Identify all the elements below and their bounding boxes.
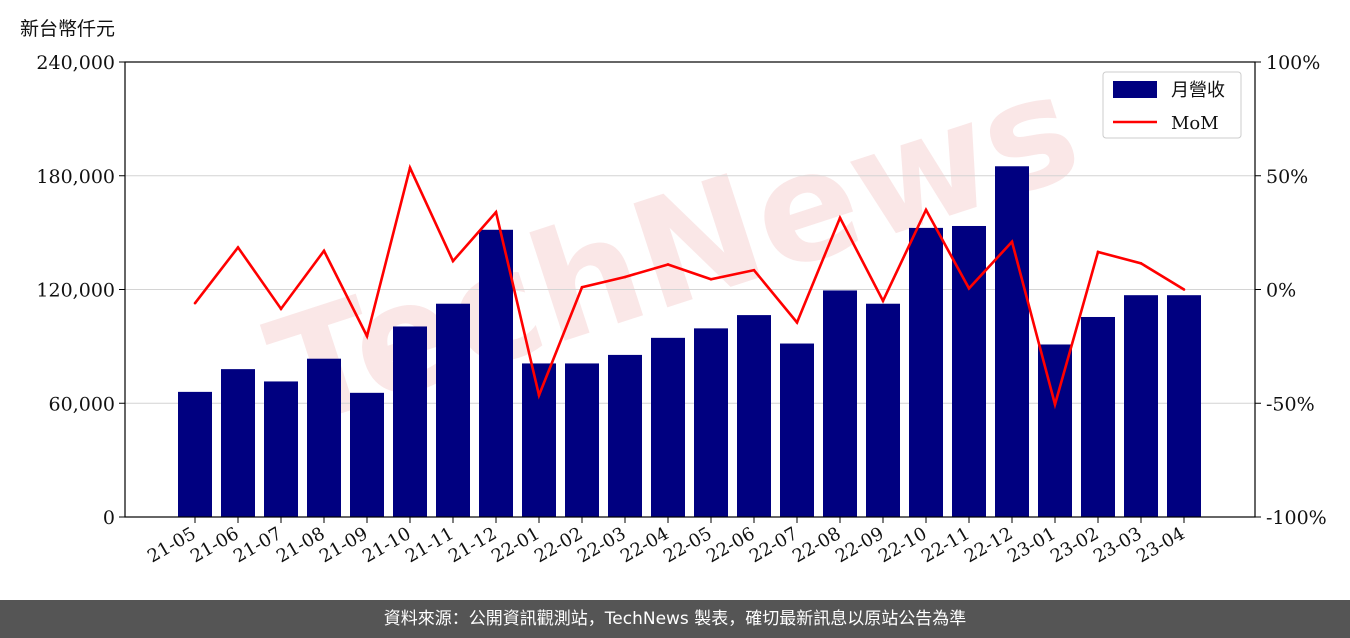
- bar-22-08: [823, 290, 857, 517]
- x-tick-label: 22-06: [703, 523, 758, 567]
- bar-21-05: [178, 391, 212, 517]
- x-tick-label: 21-09: [316, 523, 371, 567]
- legend-bar-label: 月營收: [1171, 80, 1225, 101]
- x-tick-label: 22-04: [617, 523, 672, 567]
- x-tick-label: 22-02: [531, 523, 586, 567]
- x-tick-label: 22-12: [961, 523, 1016, 567]
- x-tick-label: 23-03: [1090, 523, 1145, 567]
- y-left-tick-label: 120,000: [36, 280, 115, 302]
- x-tick-label: 23-01: [1004, 523, 1059, 567]
- mom-point-22-03: [623, 275, 627, 279]
- line-series: [193, 163, 1186, 410]
- bar-series: [178, 166, 1201, 518]
- y-axis-unit-label: 新台幣仟元: [20, 18, 116, 40]
- bar-21-12: [479, 229, 513, 517]
- x-tick-label: 22-01: [488, 523, 543, 567]
- mom-point-22-04: [666, 263, 670, 266]
- mom-point-22-01: [537, 393, 541, 397]
- bar-22-11: [952, 225, 986, 518]
- y-right-tick-label: -100%: [1266, 507, 1327, 529]
- bar-22-10: [909, 227, 943, 517]
- bar-22-09: [866, 303, 900, 517]
- y-right-tick-label: 50%: [1266, 166, 1308, 188]
- mom-point-22-08: [838, 216, 842, 220]
- y-left-tick-label: 0: [103, 507, 115, 529]
- bar-23-04: [1167, 295, 1201, 517]
- x-tick-label: 22-11: [918, 523, 973, 567]
- mom-point-21-10: [408, 166, 412, 170]
- revenue-chart: TechNews 060,000120,000180,000240,000-10…: [36, 40, 1327, 568]
- x-tick-label: 22-09: [832, 523, 887, 567]
- mom-point-23-02: [1096, 250, 1100, 254]
- x-tick-label: 22-03: [574, 523, 629, 567]
- bar-22-04: [651, 337, 685, 517]
- x-tick-label: 22-05: [660, 523, 715, 567]
- x-tick-label: 21-07: [230, 523, 285, 567]
- mom-point-21-12: [494, 210, 498, 214]
- x-tick-label: 23-02: [1047, 523, 1102, 567]
- x-tick-label: 21-05: [144, 523, 199, 567]
- y-right-tick-label: 0%: [1266, 280, 1296, 302]
- mom-point-23-04: [1182, 288, 1186, 291]
- mom-point-21-07: [279, 307, 283, 311]
- mom-point-22-02: [580, 285, 584, 289]
- y-left-tick-label: 240,000: [36, 52, 115, 74]
- mom-line: [193, 163, 1185, 410]
- x-tick-label: 21-10: [359, 523, 414, 567]
- legend-line-label: MoM: [1171, 113, 1219, 134]
- mom-point-21-06: [236, 246, 240, 249]
- bar-21-10: [393, 326, 427, 517]
- x-tick-label: 23-04: [1133, 523, 1188, 567]
- bar-21-09: [350, 392, 384, 517]
- x-tick-label: 22-08: [789, 523, 844, 567]
- mom-point-21-09: [365, 334, 369, 338]
- legend-bar-swatch: [1113, 81, 1157, 98]
- mom-point-23-01: [1053, 403, 1057, 406]
- source-footer: 資料來源：公開資訊觀測站，TechNews 製表，確切最新訊息以原站公告為準: [0, 600, 1350, 638]
- x-tick-label: 22-10: [875, 523, 930, 567]
- x-tick-label: 22-07: [746, 523, 801, 567]
- mom-point-22-11: [967, 287, 971, 290]
- bar-22-07: [780, 343, 814, 517]
- legend: 月營收 MoM: [1102, 71, 1242, 139]
- bar-22-02: [565, 363, 599, 517]
- bar-22-12: [995, 166, 1029, 518]
- mom-point-21-05: [193, 301, 197, 305]
- bar-23-01: [1038, 344, 1072, 517]
- mom-point-22-05: [709, 277, 713, 281]
- mom-point-22-12: [1010, 240, 1014, 244]
- mom-point-22-06: [752, 268, 756, 272]
- x-tick-label: 21-12: [445, 523, 500, 567]
- mom-point-22-09: [881, 299, 885, 303]
- y-right-tick-label: -50%: [1266, 393, 1315, 415]
- bar-23-02: [1081, 316, 1115, 517]
- y-left-tick-label: 60,000: [49, 393, 115, 415]
- mom-point-22-10: [924, 208, 928, 212]
- x-tick-label: 21-11: [402, 523, 457, 567]
- bar-21-07: [264, 381, 298, 517]
- x-tick-label: 21-06: [187, 523, 242, 567]
- bar-22-06: [737, 315, 771, 517]
- bar-22-05: [694, 328, 728, 517]
- bar-21-06: [221, 369, 255, 517]
- y-left-tick-label: 180,000: [36, 166, 115, 188]
- mom-point-21-11: [451, 259, 455, 263]
- bar-23-03: [1124, 295, 1158, 517]
- bar-21-11: [436, 303, 470, 517]
- bar-21-08: [307, 358, 341, 517]
- bar-22-03: [608, 354, 642, 517]
- mom-point-22-07: [795, 321, 799, 324]
- mom-point-21-08: [322, 249, 326, 253]
- mom-point-23-03: [1139, 262, 1143, 265]
- y-right-tick-label: 100%: [1266, 52, 1320, 74]
- bar-22-01: [522, 363, 556, 517]
- x-tick-label: 21-08: [273, 523, 328, 567]
